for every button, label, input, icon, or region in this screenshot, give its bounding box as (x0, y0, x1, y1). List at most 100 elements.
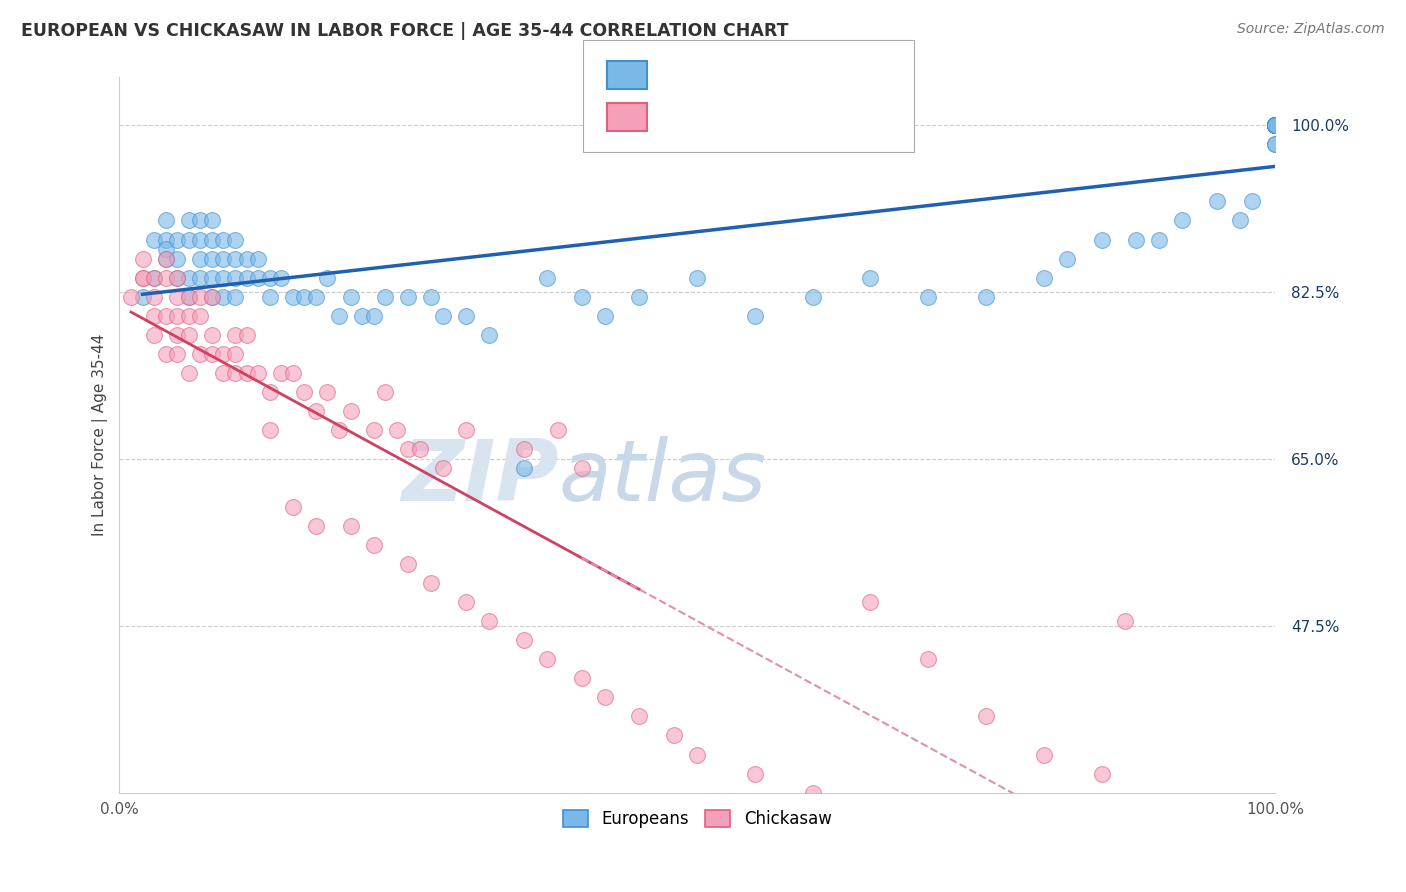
Point (1264, 118, 1286, 132)
Point (305, 290, 328, 304)
Point (1264, 118, 1286, 132)
Point (1264, 118, 1286, 132)
Point (155, 270, 177, 285)
Point (188, 233, 211, 247)
Point (513, 633, 536, 648)
Point (177, 270, 200, 285)
Point (662, 728, 685, 742)
Point (155, 347, 177, 361)
Point (143, 290, 166, 304)
Point (292, 385, 315, 400)
Point (143, 270, 166, 285)
Point (120, 290, 142, 304)
Point (224, 233, 246, 247)
Point (1229, 213, 1251, 227)
Point (1264, 137, 1286, 152)
Point (166, 233, 188, 247)
Point (247, 270, 270, 285)
Point (628, 290, 651, 304)
Point (305, 404, 328, 418)
Point (235, 270, 257, 285)
Point (1264, 118, 1286, 132)
Point (432, 309, 454, 323)
Point (201, 252, 224, 266)
Point (270, 366, 292, 380)
Point (628, 709, 651, 723)
Point (1032, 747, 1054, 762)
Point (859, 595, 882, 609)
Point (224, 366, 246, 380)
Point (571, 671, 593, 685)
Point (143, 309, 166, 323)
Point (188, 290, 211, 304)
Point (292, 290, 315, 304)
Point (177, 309, 200, 323)
Point (1264, 137, 1286, 152)
Point (270, 270, 292, 285)
Point (166, 347, 188, 361)
Point (1264, 118, 1286, 132)
Point (974, 290, 997, 304)
Point (1264, 118, 1286, 132)
Point (454, 423, 477, 437)
Point (155, 233, 177, 247)
Point (1264, 118, 1286, 132)
Point (1264, 118, 1286, 132)
Point (547, 423, 569, 437)
Point (409, 442, 432, 457)
Point (385, 423, 408, 437)
Point (363, 309, 385, 323)
Point (224, 252, 246, 266)
Point (281, 290, 304, 304)
Point (1264, 118, 1286, 132)
Point (1090, 233, 1112, 247)
Point (1056, 252, 1078, 266)
Point (1206, 194, 1229, 209)
Point (974, 709, 997, 723)
Point (1171, 213, 1194, 227)
Point (155, 242, 177, 256)
Point (143, 270, 166, 285)
Point (374, 290, 396, 304)
Point (593, 690, 616, 705)
Point (201, 327, 224, 342)
Point (259, 385, 281, 400)
Point (281, 500, 304, 514)
Legend: Europeans, Chickasaw: Europeans, Chickasaw (555, 803, 838, 834)
Point (1264, 118, 1286, 132)
Text: ZIP: ZIP (401, 436, 558, 519)
Point (1032, 270, 1054, 285)
Point (224, 270, 246, 285)
Point (224, 347, 246, 361)
Point (859, 270, 882, 285)
Point (571, 461, 593, 475)
Point (374, 385, 396, 400)
Point (212, 233, 235, 247)
Point (1264, 118, 1286, 132)
Point (131, 252, 153, 266)
Point (316, 270, 339, 285)
Point (801, 786, 824, 800)
Point (201, 270, 224, 285)
Point (259, 270, 281, 285)
Point (305, 518, 328, 533)
Point (131, 290, 153, 304)
Point (247, 252, 270, 266)
Point (235, 366, 257, 380)
Point (536, 270, 558, 285)
Point (686, 747, 709, 762)
Point (744, 766, 766, 780)
Point (396, 557, 419, 571)
Point (188, 252, 211, 266)
Point (259, 290, 281, 304)
Point (917, 290, 939, 304)
Point (420, 290, 443, 304)
Point (1149, 233, 1171, 247)
Point (166, 270, 188, 285)
Point (143, 233, 166, 247)
Point (1264, 118, 1286, 132)
Point (166, 327, 188, 342)
Point (143, 327, 166, 342)
Text: R = 0.100   N = 77: R = 0.100 N = 77 (661, 108, 831, 126)
Point (235, 327, 257, 342)
